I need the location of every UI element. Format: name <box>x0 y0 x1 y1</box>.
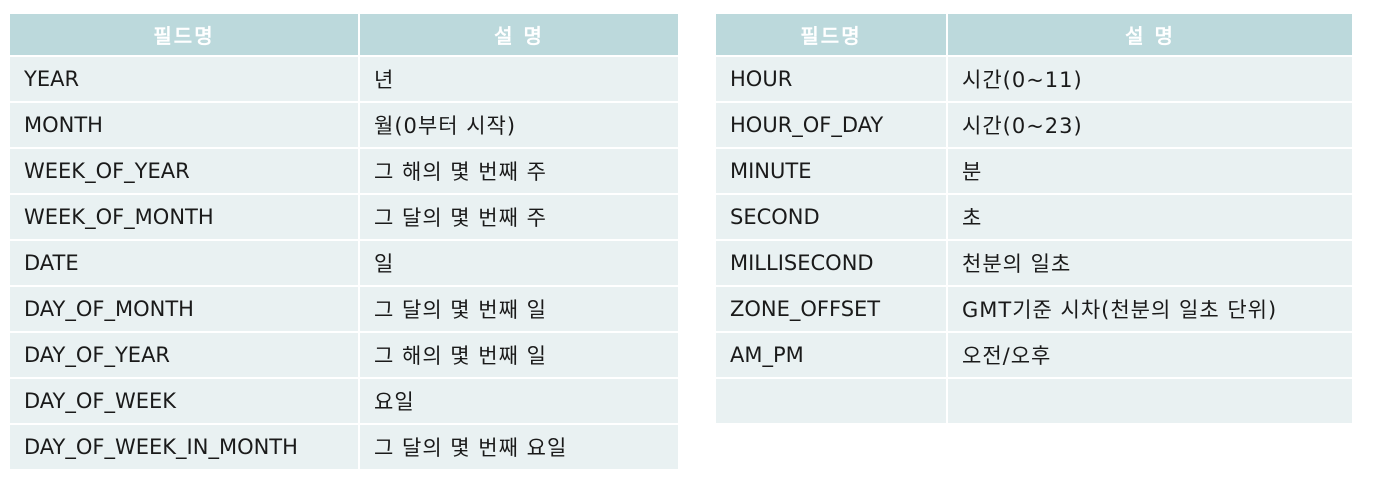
table-row: MONTH 월(0부터 시작) <box>10 101 678 147</box>
table-row: MINUTE 분 <box>716 147 1352 193</box>
description-cell: 초 <box>946 193 1352 239</box>
column-header-field-name: 필드명 <box>10 14 358 55</box>
calendar-fields-table-time: 필드명 설 명 HOUR 시간(0~11) HOUR_OF_DAY 시간(0~2… <box>716 14 1352 423</box>
table-row: YEAR 년 <box>10 55 678 101</box>
field-name-cell: YEAR <box>10 55 358 101</box>
field-name-cell: HOUR <box>716 55 946 101</box>
description-cell: 요일 <box>358 377 678 423</box>
field-name-cell: MINUTE <box>716 147 946 193</box>
column-header-description: 설 명 <box>358 14 678 55</box>
table-row: HOUR 시간(0~11) <box>716 55 1352 101</box>
table-row: HOUR_OF_DAY 시간(0~23) <box>716 101 1352 147</box>
description-cell: 월(0부터 시작) <box>358 101 678 147</box>
field-name-cell: WEEK_OF_YEAR <box>10 147 358 193</box>
field-name-cell: WEEK_OF_MONTH <box>10 193 358 239</box>
description-cell: 그 해의 몇 번째 일 <box>358 331 678 377</box>
table-row: DAY_OF_WEEK 요일 <box>10 377 678 423</box>
field-name-cell: DAY_OF_WEEK <box>10 377 358 423</box>
calendar-fields-table-date: 필드명 설 명 YEAR 년 MONTH 월(0부터 시작) WEEK_OF_Y… <box>10 14 678 469</box>
field-name-cell: HOUR_OF_DAY <box>716 101 946 147</box>
table-row: WEEK_OF_MONTH 그 달의 몇 번째 주 <box>10 193 678 239</box>
field-name-cell: MONTH <box>10 101 358 147</box>
description-cell: GMT기준 시차(천분의 일초 단위) <box>946 285 1352 331</box>
field-name-cell <box>716 377 946 423</box>
field-name-cell: DAY_OF_MONTH <box>10 285 358 331</box>
description-cell: 시간(0~23) <box>946 101 1352 147</box>
table-row: SECOND 초 <box>716 193 1352 239</box>
table-row: DATE 일 <box>10 239 678 285</box>
table-row: DAY_OF_WEEK_IN_MONTH 그 달의 몇 번째 요일 <box>10 423 678 469</box>
field-name-cell: MILLISECOND <box>716 239 946 285</box>
description-cell: 그 달의 몇 번째 주 <box>358 193 678 239</box>
table-row: AM_PM 오전/오후 <box>716 331 1352 377</box>
field-name-cell: AM_PM <box>716 331 946 377</box>
description-cell: 년 <box>358 55 678 101</box>
description-cell: 그 달의 몇 번째 요일 <box>358 423 678 469</box>
field-name-cell: SECOND <box>716 193 946 239</box>
column-header-description: 설 명 <box>946 14 1352 55</box>
table-row: DAY_OF_YEAR 그 해의 몇 번째 일 <box>10 331 678 377</box>
description-cell: 그 해의 몇 번째 주 <box>358 147 678 193</box>
table-header-row: 필드명 설 명 <box>10 14 678 55</box>
table-row: MILLISECOND 천분의 일초 <box>716 239 1352 285</box>
description-cell: 분 <box>946 147 1352 193</box>
table-row: DAY_OF_MONTH 그 달의 몇 번째 일 <box>10 285 678 331</box>
field-name-cell: DAY_OF_YEAR <box>10 331 358 377</box>
table-row-empty <box>716 377 1352 423</box>
description-cell: 그 달의 몇 번째 일 <box>358 285 678 331</box>
column-header-field-name: 필드명 <box>716 14 946 55</box>
description-cell: 일 <box>358 239 678 285</box>
description-cell: 시간(0~11) <box>946 55 1352 101</box>
field-name-cell: DATE <box>10 239 358 285</box>
table-row: WEEK_OF_YEAR 그 해의 몇 번째 주 <box>10 147 678 193</box>
table-header-row: 필드명 설 명 <box>716 14 1352 55</box>
table-row: ZONE_OFFSET GMT기준 시차(천분의 일초 단위) <box>716 285 1352 331</box>
description-cell <box>946 377 1352 423</box>
field-name-cell: DAY_OF_WEEK_IN_MONTH <box>10 423 358 469</box>
description-cell: 천분의 일초 <box>946 239 1352 285</box>
description-cell: 오전/오후 <box>946 331 1352 377</box>
field-name-cell: ZONE_OFFSET <box>716 285 946 331</box>
